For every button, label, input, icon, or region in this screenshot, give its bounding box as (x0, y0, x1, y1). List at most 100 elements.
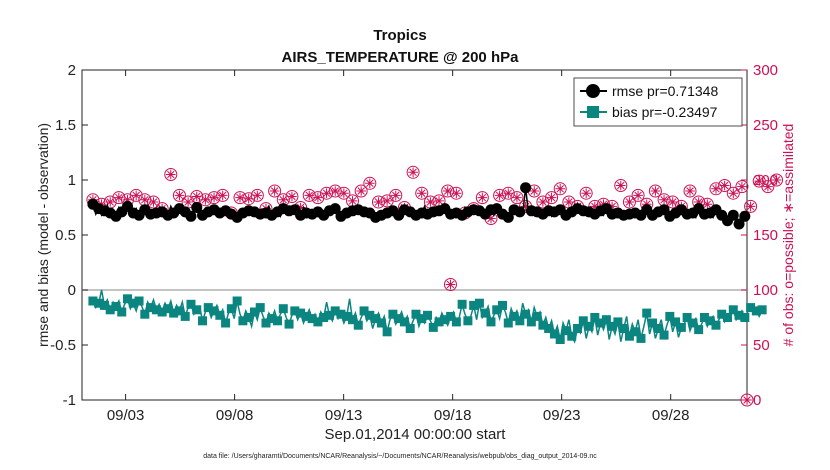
bias-point (94, 298, 104, 308)
obs-assimilated-marker (745, 201, 756, 212)
obs-assimilated-marker (771, 175, 782, 185)
obs-assimilated-marker (278, 195, 289, 205)
obs-assimilated-marker (416, 188, 427, 198)
y-axis-label: rmse and bias (model - observation) (35, 123, 51, 347)
obs-possible-marker (536, 195, 550, 209)
bias-point (365, 310, 375, 320)
bias-point (174, 306, 184, 316)
obs-assimilated-marker (339, 188, 349, 198)
obs-assimilated-marker (356, 186, 366, 196)
obs-possible-marker (354, 184, 368, 198)
bias-point (659, 330, 669, 340)
bias-point (221, 318, 231, 328)
obs-assimilated-marker (538, 197, 548, 207)
bias-point (607, 321, 617, 331)
bias-point (313, 317, 323, 327)
bias-point (192, 305, 202, 315)
obs-assimilated-marker (131, 190, 141, 201)
obs-possible-marker (726, 186, 740, 200)
bias-point (636, 333, 646, 343)
bias-point (359, 306, 369, 316)
obs-possible-marker (389, 188, 403, 202)
y2-tick-label: 100 (753, 282, 778, 299)
obs-possible-marker (744, 199, 758, 213)
obs-assimilated-marker (165, 169, 176, 180)
bias-point (699, 313, 709, 322)
bias-point (232, 296, 242, 306)
obs-assimilated-marker (408, 167, 418, 178)
bias-point (249, 307, 259, 317)
bias-point (405, 324, 415, 333)
obs-assimilated-marker (693, 197, 704, 207)
rmse-point (502, 211, 514, 223)
obs-assimilated-marker (390, 190, 401, 201)
bias-point (705, 316, 715, 326)
bias-point (613, 317, 623, 327)
bias-point (330, 306, 340, 316)
bias-point (578, 316, 588, 326)
bias-point (561, 326, 571, 336)
obs-assimilated-marker (148, 197, 159, 207)
legend-bias-marker (587, 106, 599, 118)
obs-assimilated-marker (650, 186, 661, 196)
bias-point (198, 316, 208, 326)
obs-assimilated-marker (624, 197, 635, 207)
bias-point (474, 298, 484, 308)
bias-point (711, 320, 721, 330)
obs-assimilated-marker (191, 191, 202, 202)
bias-point (123, 294, 133, 304)
chart-title: Tropics (373, 27, 426, 44)
obs-assimilated-marker (347, 196, 358, 206)
obs-assimilated-marker (217, 190, 228, 201)
obs-assimilated-marker (512, 192, 522, 203)
obs-assimilated-marker (321, 188, 332, 198)
x-tick-label: 09/18 (434, 407, 472, 424)
obs-possible-marker (553, 182, 567, 196)
y-tick-label: -0.5 (50, 337, 76, 354)
rmse-point (329, 203, 341, 215)
obs-assimilated-marker (737, 181, 747, 192)
y2-tick-label: 300 (753, 62, 778, 79)
bias-point (446, 311, 456, 321)
bias-point (105, 305, 115, 315)
obs-assimilated-marker (122, 195, 133, 205)
bias-point (203, 303, 213, 313)
bias-point (492, 305, 502, 315)
obs-assimilated-marker (590, 201, 600, 212)
y-tick-label: 2 (68, 62, 76, 79)
obs-possible-marker (475, 191, 489, 205)
y2-tick-label: 0 (753, 392, 761, 409)
bias-point (348, 315, 358, 325)
obs-assimilated-marker (607, 201, 617, 212)
bias-point (549, 329, 559, 339)
obs-assimilated-marker (140, 195, 150, 205)
obs-assimilated-marker (754, 176, 765, 186)
y-tick-label: 1.5 (55, 117, 76, 134)
bias-point (630, 327, 640, 337)
bias-point (665, 311, 675, 321)
obs-assimilated-marker (503, 188, 514, 198)
bias-point (682, 313, 692, 322)
bias-point (428, 322, 438, 332)
y2-tick-label: 200 (753, 172, 778, 189)
bias-point (503, 318, 513, 328)
bias-point (440, 315, 450, 325)
bias-point (688, 318, 698, 328)
bias-point (653, 324, 663, 333)
obs-possible-marker (129, 188, 143, 202)
obs-assimilated-marker (442, 186, 453, 196)
bias-point (226, 304, 236, 314)
obs-possible-marker (172, 188, 186, 202)
x-tick-label: 09/23 (543, 407, 581, 424)
bias-point (417, 314, 427, 324)
obs-assimilated-marker (520, 201, 531, 212)
obs-assimilated-marker (434, 196, 444, 206)
bias-point (382, 327, 392, 337)
rmse-point (520, 182, 532, 194)
bias-point (319, 313, 329, 322)
obs-assimilated-marker (477, 192, 488, 203)
bias-point (163, 304, 173, 314)
bias-point (642, 308, 652, 318)
bias-point (336, 309, 346, 319)
obs-assimilated-marker (174, 190, 185, 201)
